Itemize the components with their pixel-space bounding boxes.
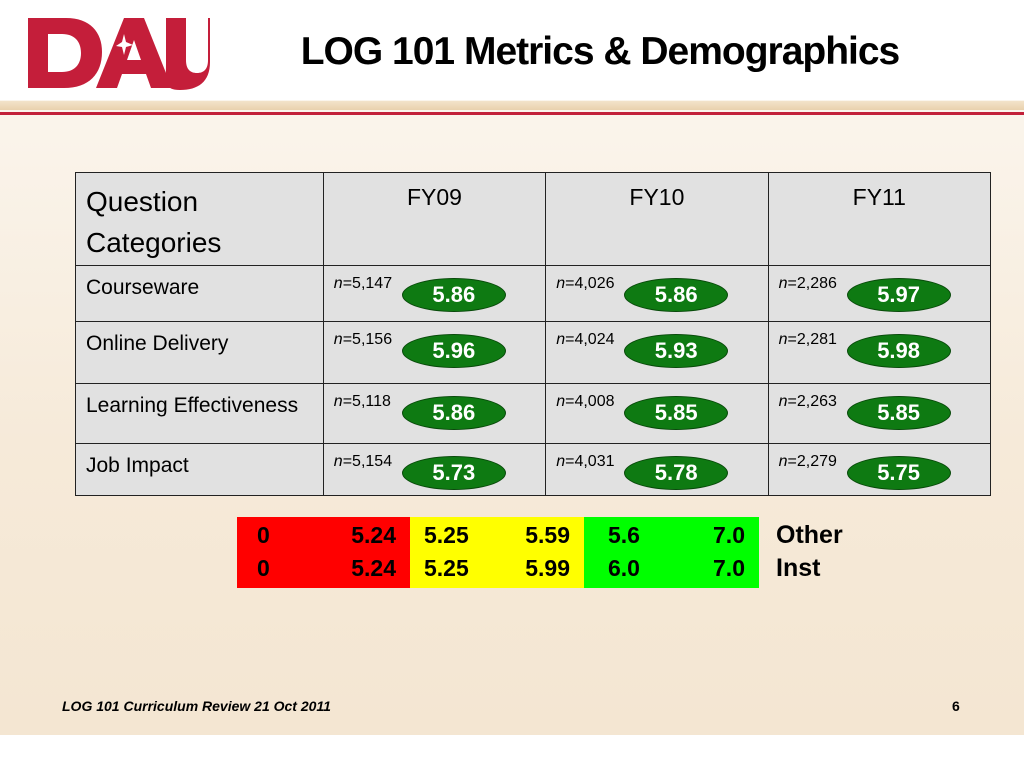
score-pill: 5.86 xyxy=(401,278,506,312)
sample-size: n=2,286 xyxy=(778,275,837,292)
table-row: Learning Effectiveness n=5,118 5.86 n=4,0… xyxy=(75,383,992,444)
legend-label-inst: Inst xyxy=(776,554,821,582)
sample-size: n=2,281 xyxy=(778,331,837,348)
metrics-table: Question Categories FY09 FY10 FY11 Cours… xyxy=(75,172,992,496)
legend-row-other: 5.6 7.0 xyxy=(608,522,745,548)
legend-row-inst: 5.25 5.99 xyxy=(424,555,570,581)
table-cell: n=2,286 5.97 xyxy=(767,265,992,322)
legend-row-inst: 6.0 7.0 xyxy=(608,555,745,581)
sample-size: n=5,147 xyxy=(333,275,393,292)
table-cell: n=4,026 5.86 xyxy=(545,265,769,322)
score-legend: 0 5.24 0 5.24 5.25 5.59 5.25 5.99 5.6 7.0 6.0… xyxy=(237,517,759,588)
table-row: Online Delivery n=5,156 5.96 n=4,024 5.93 … xyxy=(75,321,992,384)
table-cell: n=2,281 5.98 xyxy=(767,321,992,384)
row-label-job-impact: Job Impact xyxy=(75,443,324,496)
score-pill: 5.85 xyxy=(846,396,951,430)
row-label-online-delivery: Online Delivery xyxy=(75,321,324,384)
header-fy11: FY11 xyxy=(767,172,992,266)
legend-labels: Other Inst xyxy=(776,517,843,583)
header-red-line xyxy=(0,112,1024,115)
sample-size: n=4,031 xyxy=(556,453,615,470)
table-row: Job Impact n=5,154 5.73 n=4,031 5.78 n=2,2… xyxy=(75,443,992,496)
dau-logo xyxy=(28,18,210,90)
header-question-categories: Question Categories xyxy=(75,172,324,266)
table-cell: n=5,156 5.96 xyxy=(322,321,547,384)
table-cell: n=2,263 5.85 xyxy=(767,383,992,444)
header-fy09: FY09 xyxy=(322,172,547,266)
score-pill: 5.86 xyxy=(401,396,506,430)
table-cell: n=5,154 5.73 xyxy=(322,443,547,496)
legend-band-green: 5.6 7.0 6.0 7.0 xyxy=(584,517,759,588)
table-cell: n=5,147 5.86 xyxy=(322,265,547,322)
sample-size: n=4,024 xyxy=(556,331,615,348)
sample-size: n=2,279 xyxy=(778,453,837,470)
page-number: 6 xyxy=(952,698,960,714)
slide: LOG 101 Metrics & Demographics Question … xyxy=(0,0,1024,735)
page-title: LOG 101 Metrics & Demographics xyxy=(300,30,901,73)
legend-band-yellow: 5.25 5.59 5.25 5.99 xyxy=(410,517,584,588)
footer-text: LOG 101 Curriculum Review 21 Oct 2011 xyxy=(62,698,331,714)
score-pill: 5.78 xyxy=(624,456,729,490)
table-cell: n=5,118 5.86 xyxy=(322,383,547,444)
score-pill: 5.93 xyxy=(624,334,729,368)
sample-size: n=5,154 xyxy=(333,453,393,470)
legend-row-inst: 0 5.24 xyxy=(257,555,396,581)
row-label-courseware: Courseware xyxy=(75,265,324,322)
sample-size: n=5,118 xyxy=(333,393,391,410)
score-pill: 5.86 xyxy=(624,278,729,312)
legend-band-red: 0 5.24 0 5.24 xyxy=(237,517,410,588)
legend-row-other: 0 5.24 xyxy=(257,522,396,548)
table-header-row: Question Categories FY09 FY10 FY11 xyxy=(75,172,992,266)
sample-size: n=2,263 xyxy=(778,393,837,410)
table-cell: n=4,008 5.85 xyxy=(545,383,769,444)
sample-size: n=4,026 xyxy=(556,275,615,292)
sample-size: n=5,156 xyxy=(333,331,393,348)
score-pill: 5.97 xyxy=(846,278,951,312)
header: LOG 101 Metrics & Demographics xyxy=(0,0,1024,100)
sample-size: n=4,008 xyxy=(556,393,615,410)
table-cell: n=4,024 5.93 xyxy=(545,321,769,384)
row-label-learning-effectiveness: Learning Effectiveness xyxy=(75,383,324,444)
legend-row-other: 5.25 5.59 xyxy=(424,522,570,548)
legend-label-other: Other xyxy=(776,521,843,549)
header-rule xyxy=(0,101,1024,110)
score-pill: 5.75 xyxy=(846,456,951,490)
score-pill: 5.96 xyxy=(401,334,506,368)
score-pill: 5.85 xyxy=(624,396,729,430)
score-pill: 5.98 xyxy=(846,334,951,368)
header-fy10: FY10 xyxy=(545,172,769,266)
table-cell: n=2,279 5.75 xyxy=(767,443,992,496)
score-pill: 5.73 xyxy=(401,456,506,490)
table-row: Courseware n=5,147 5.86 n=4,026 5.86 n=2,2… xyxy=(75,265,992,322)
table-cell: n=4,031 5.78 xyxy=(545,443,769,496)
